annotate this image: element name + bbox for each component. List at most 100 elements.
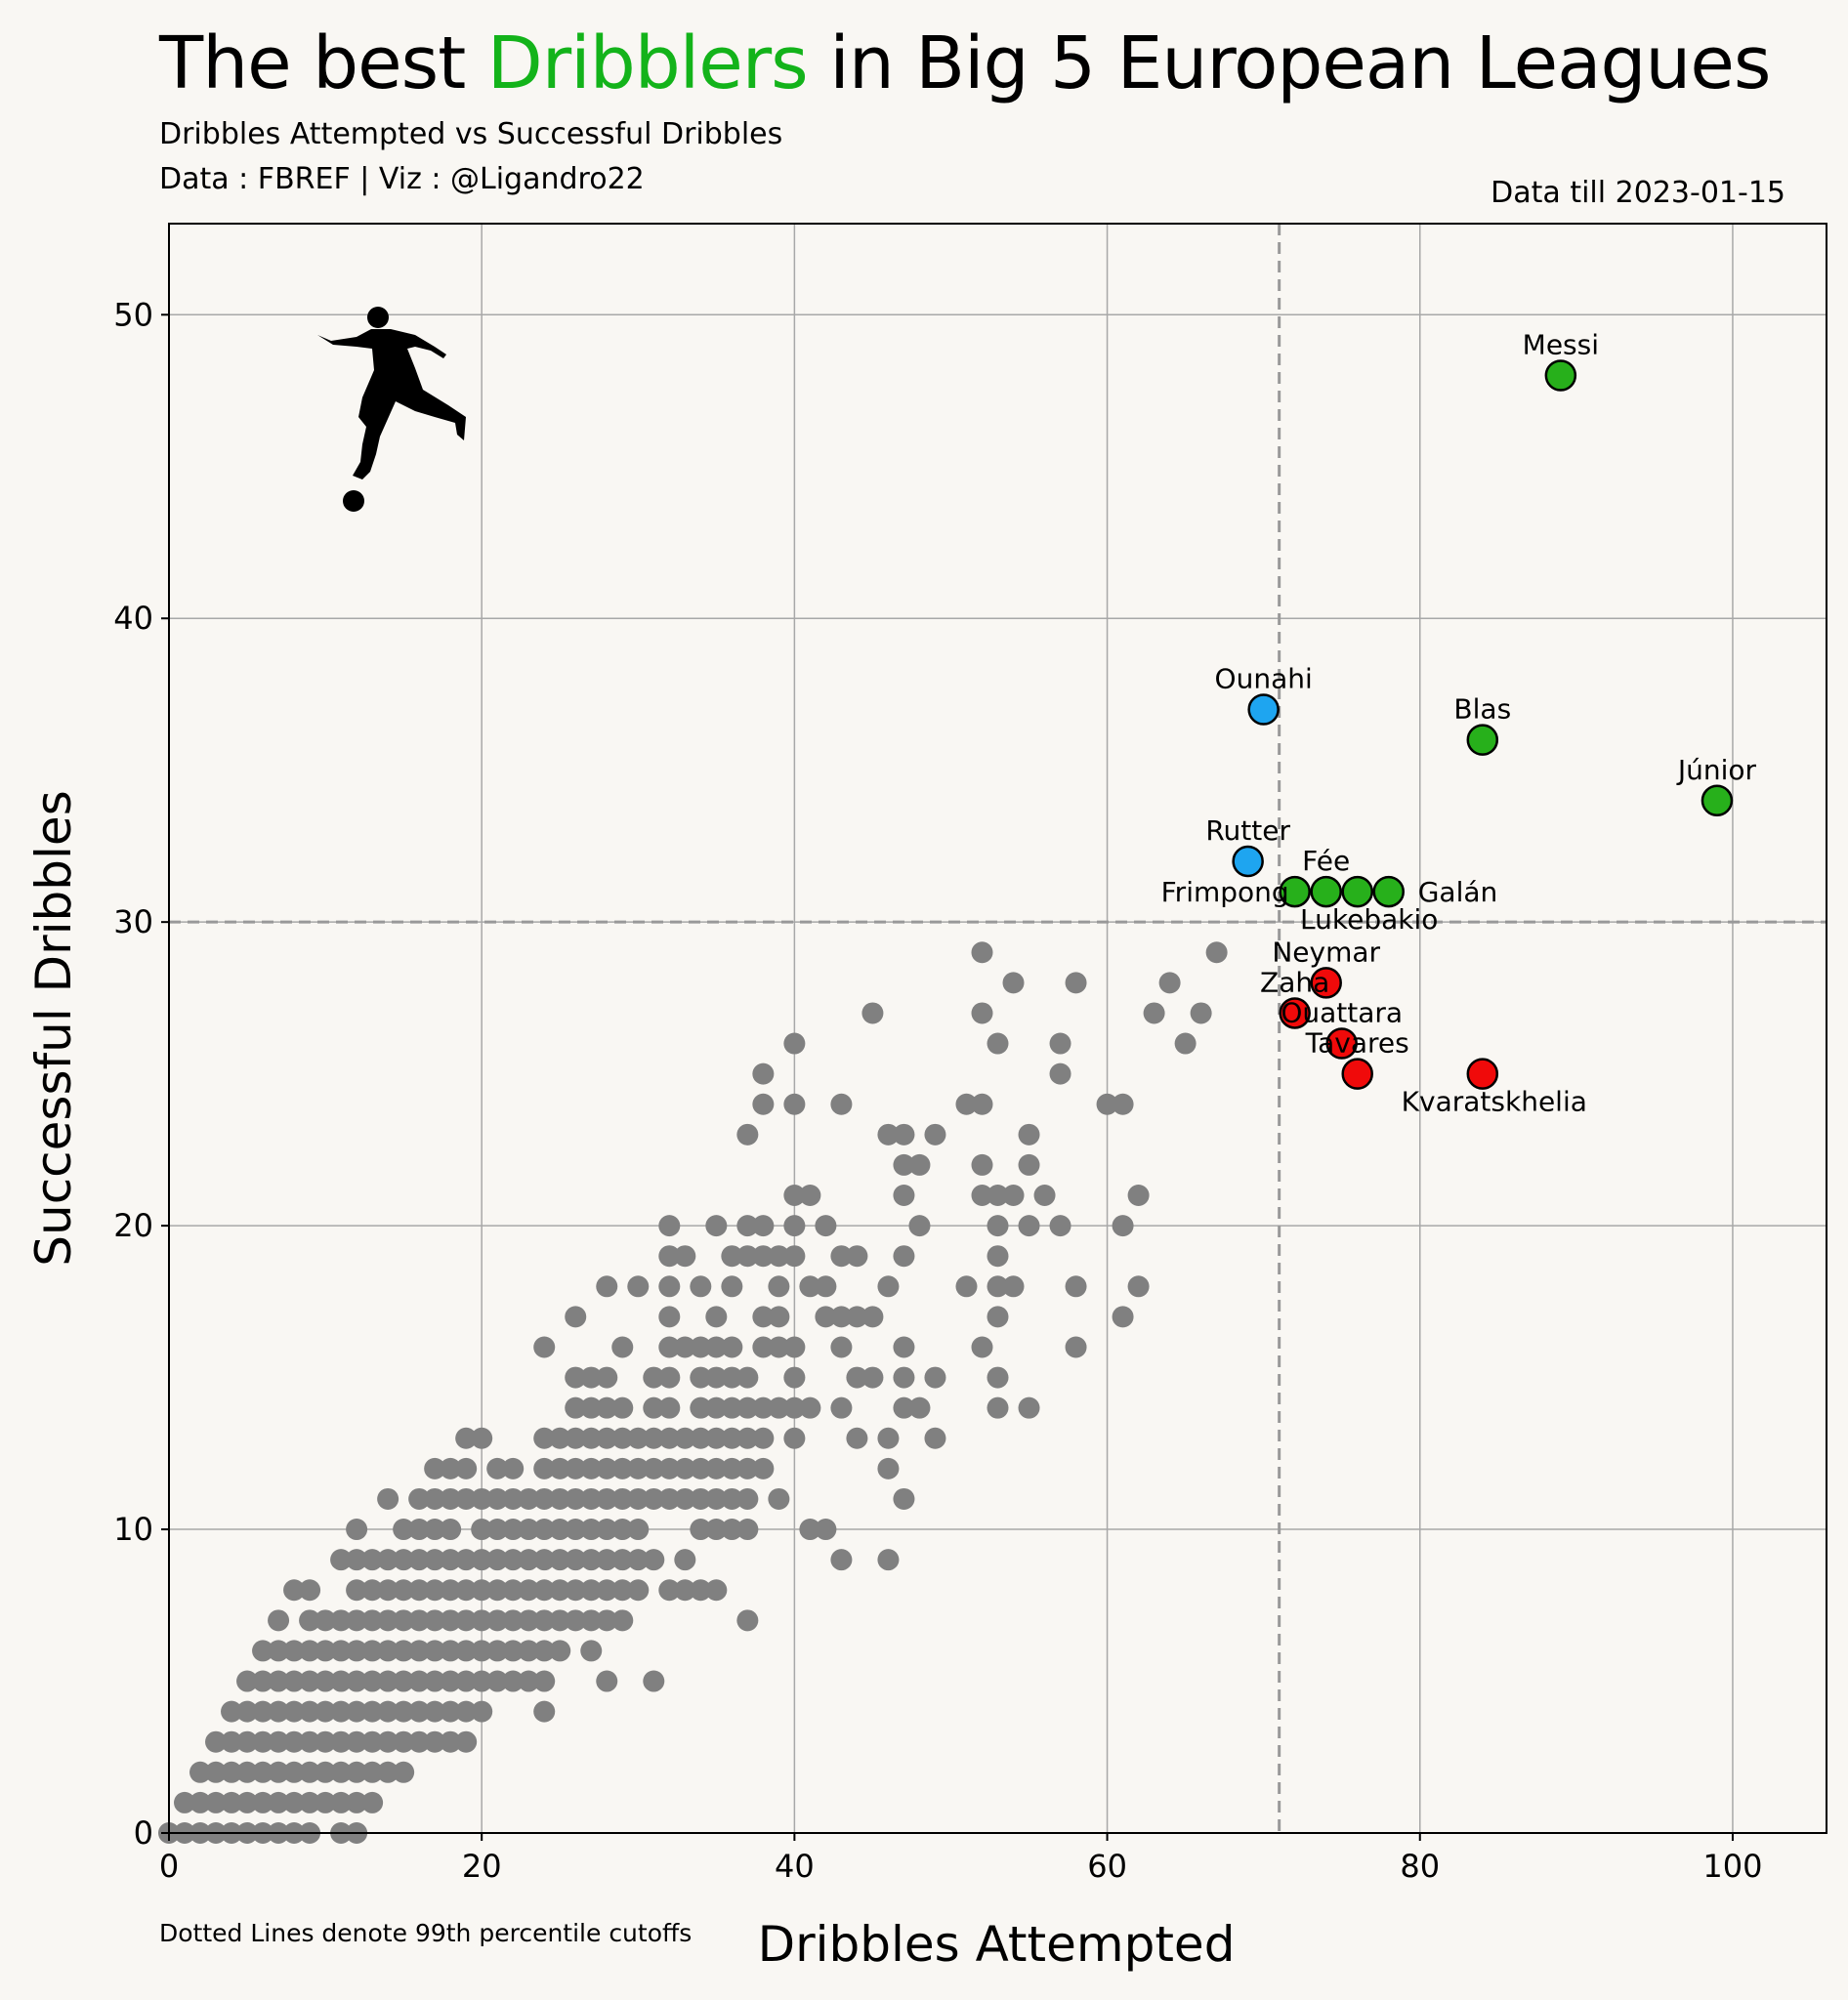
data-point xyxy=(893,1185,915,1207)
player-label: Júnior xyxy=(1676,754,1757,786)
data-point xyxy=(752,1336,775,1358)
data-point xyxy=(393,1761,415,1783)
data-point xyxy=(393,1609,415,1632)
data-point xyxy=(299,1609,321,1632)
data-point xyxy=(299,1579,321,1602)
y-axis-label: Successful Dribbles xyxy=(25,790,82,1266)
data-point xyxy=(1018,1153,1040,1176)
data-point xyxy=(377,1609,399,1632)
data-point xyxy=(440,1640,462,1662)
data-point xyxy=(346,1519,368,1541)
data-point xyxy=(611,1457,634,1479)
data-point xyxy=(736,1215,759,1237)
data-point xyxy=(721,1396,743,1419)
data-point xyxy=(596,1670,618,1692)
player-label: Rutter xyxy=(1205,814,1290,847)
data-point xyxy=(721,1427,743,1449)
data-point xyxy=(611,1519,634,1541)
data-point xyxy=(580,1366,603,1389)
data-point xyxy=(361,1670,384,1692)
data-point xyxy=(815,1215,837,1237)
y-tick-label: 20 xyxy=(113,1207,153,1244)
data-point xyxy=(236,1791,259,1813)
data-point xyxy=(361,1549,384,1571)
data-point xyxy=(674,1245,696,1268)
data-point xyxy=(393,1519,415,1541)
data-point xyxy=(752,1093,775,1115)
data-point xyxy=(1065,972,1087,994)
data-point xyxy=(283,1579,306,1602)
data-point xyxy=(658,1306,681,1328)
data-point xyxy=(565,1427,587,1449)
y-tick-label: 50 xyxy=(113,296,153,333)
data-point xyxy=(674,1549,696,1571)
data-point xyxy=(205,1791,228,1813)
data-point xyxy=(768,1245,790,1268)
data-point xyxy=(440,1700,462,1723)
data-point xyxy=(799,1396,821,1419)
data-point xyxy=(565,1487,587,1510)
data-point xyxy=(471,1700,493,1723)
data-point xyxy=(361,1609,384,1632)
data-point xyxy=(627,1427,650,1449)
data-point xyxy=(471,1579,493,1602)
data-point xyxy=(330,1640,353,1662)
data-point xyxy=(752,1062,775,1085)
chart-credits: Data : FBREF | Viz : @Ligandro22 xyxy=(159,162,645,196)
data-point xyxy=(596,1427,618,1449)
data-point xyxy=(971,1153,993,1176)
highlighted-point xyxy=(1310,967,1342,999)
data-point xyxy=(533,1549,556,1571)
data-point xyxy=(1174,1032,1197,1055)
data-point xyxy=(252,1700,274,1723)
data-point xyxy=(440,1519,462,1541)
data-point xyxy=(674,1579,696,1602)
data-point xyxy=(565,1396,587,1419)
data-point xyxy=(721,1366,743,1389)
data-point xyxy=(283,1700,306,1723)
player-label: Frimpong xyxy=(1161,876,1289,908)
data-point xyxy=(471,1427,493,1449)
data-point xyxy=(736,1396,759,1419)
data-point xyxy=(830,1093,853,1115)
data-point xyxy=(596,1275,618,1298)
data-point xyxy=(611,1549,634,1571)
data-point xyxy=(346,1609,368,1632)
data-point xyxy=(924,1123,946,1146)
data-point xyxy=(752,1427,775,1449)
data-point xyxy=(643,1549,665,1571)
y-tick-label: 10 xyxy=(113,1511,153,1548)
highlighted-point xyxy=(1279,875,1311,908)
data-point xyxy=(283,1670,306,1692)
data-point xyxy=(330,1549,353,1571)
data-point xyxy=(893,1366,915,1389)
x-tick-label: 100 xyxy=(1702,1848,1762,1885)
data-point xyxy=(627,1487,650,1510)
highlighted-point xyxy=(1310,875,1342,908)
data-point xyxy=(471,1549,493,1571)
data-point xyxy=(408,1519,431,1541)
data-point xyxy=(1049,1062,1071,1085)
data-point xyxy=(236,1700,259,1723)
player-label: Ouattara xyxy=(1281,997,1403,1029)
data-point xyxy=(440,1457,462,1479)
player-label: Galán xyxy=(1418,876,1498,908)
data-point xyxy=(346,1730,368,1753)
data-point xyxy=(549,1579,571,1602)
data-point xyxy=(549,1457,571,1479)
data-point xyxy=(533,1609,556,1632)
data-point xyxy=(565,1457,587,1479)
data-point xyxy=(893,1396,915,1419)
data-point xyxy=(549,1487,571,1510)
data-point xyxy=(330,1700,353,1723)
data-point xyxy=(268,1730,290,1753)
data-point xyxy=(690,1457,712,1479)
data-point xyxy=(424,1579,446,1602)
data-point xyxy=(783,1215,806,1237)
data-point xyxy=(377,1640,399,1662)
data-point xyxy=(252,1761,274,1783)
data-point xyxy=(783,1185,806,1207)
data-point xyxy=(736,1457,759,1479)
data-point xyxy=(315,1670,337,1692)
